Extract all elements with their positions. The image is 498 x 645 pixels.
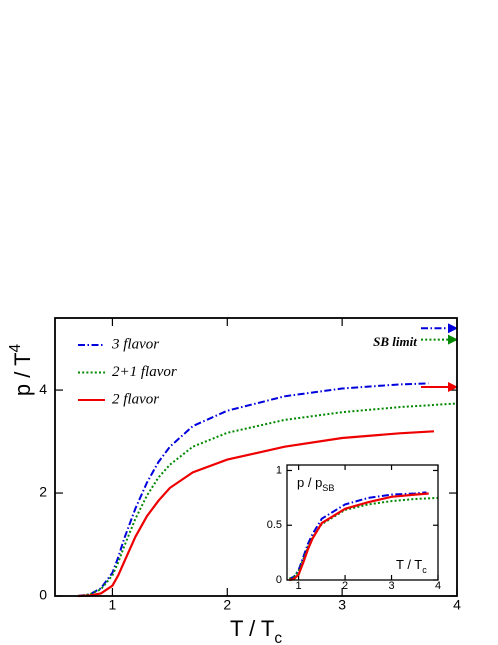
y-axis-label: p / pSB [297,475,334,493]
y-tick-label: 0 [276,574,282,586]
x-axis-label-sub: c [274,630,282,645]
x-tick-label: 4 [435,580,441,592]
y-tick-label: 1 [276,464,282,476]
legend-label: 2 flavor [112,391,159,407]
y-tick-label: 0 [39,587,47,603]
y-tick-label: 0.5 [267,519,282,531]
plot-frame [286,464,439,581]
x-axis-label-main: T / T [396,557,422,572]
x-tick-label: 4 [453,597,461,613]
x-tick-label: 1 [109,597,117,613]
legend-label: 3 flavor [111,336,159,352]
x-axis-label: T / Tc [396,557,427,575]
x-axis-label-main: T / T [230,616,274,641]
y-axis-label-sub: SB [322,483,334,493]
series-line [288,496,439,580]
annotation: SB limit [373,334,417,349]
plot-frame [54,317,458,597]
y-axis-label-sup: 4 [7,343,24,352]
x-tick-label: 3 [338,597,346,613]
legend-label: 2+1 flavor [112,364,177,380]
x-tick-label: 2 [342,580,348,592]
series-line [77,402,458,597]
x-axis-label: T / Tc [230,616,282,645]
series-line [77,430,435,598]
y-tick-label: 2 [39,484,47,500]
y-axis-label-main: p / T [10,352,35,396]
x-axis-label-sub: c [422,565,427,575]
series-line [77,382,429,597]
x-tick-label: 3 [388,580,394,592]
y-tick-label: 4 [39,381,47,397]
inset-background [287,465,438,580]
x-tick-label: 2 [223,597,231,613]
series-line [288,491,427,580]
y-axis-label: p / T4 [7,343,35,396]
series-line [289,492,429,582]
x-tick-label: 1 [296,580,302,592]
y-axis-label-main: p / p [297,475,322,490]
